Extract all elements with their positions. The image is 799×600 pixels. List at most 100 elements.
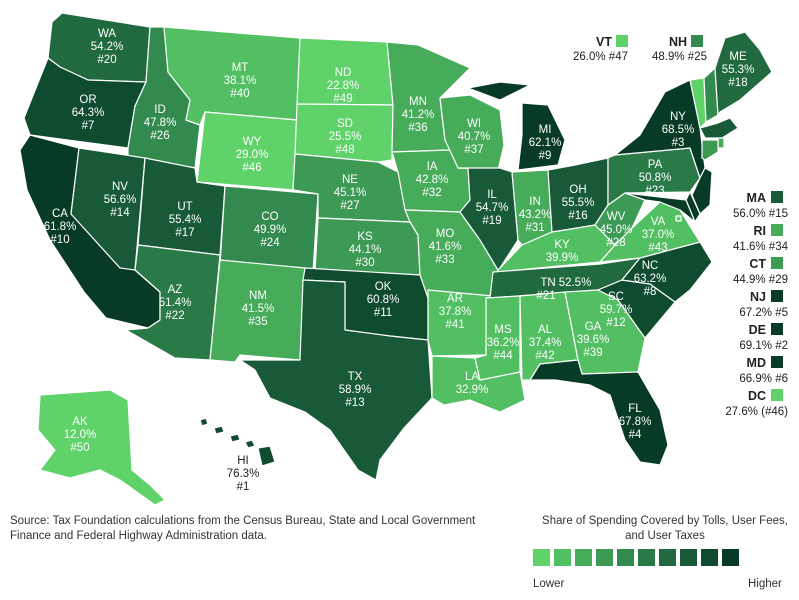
label-MO-rank: #33 <box>435 254 454 266</box>
source-note: Source: Tax Foundation calculations from… <box>10 515 476 542</box>
swatch-CT <box>771 257 783 269</box>
state-SD <box>294 103 394 163</box>
label-KS-rank: #30 <box>355 257 374 269</box>
label-GA-value: 39.6% <box>577 334 610 346</box>
state-DC <box>675 215 682 222</box>
label-IA-abbr: IA <box>427 161 438 173</box>
label-NH-abbr: NH <box>669 35 687 49</box>
label-UT-value: 55.4% <box>169 214 202 226</box>
label-OR-abbr: OR <box>79 94 96 106</box>
swatch-VT <box>616 35 628 47</box>
label-RI-abbr: RI <box>754 224 767 238</box>
label-WV-rank: #28 <box>606 237 625 249</box>
label-FL-value: 67.8% <box>619 416 652 428</box>
label-NM-value: 41.5% <box>242 303 275 315</box>
label-NC-rank: #8 <box>644 286 657 298</box>
label-AZ-rank: #22 <box>165 310 184 322</box>
label-WV-value: 45.0% <box>600 224 633 236</box>
label-MT-rank: #40 <box>230 88 249 100</box>
label-ID-rank: #26 <box>150 130 169 142</box>
label-WV-abbr: WV <box>607 211 626 223</box>
label-TN-rank: #21 <box>536 290 555 302</box>
label-NV-abbr: NV <box>112 181 128 193</box>
label-MO-abbr: MO <box>436 228 455 240</box>
state-NV <box>70 147 146 271</box>
label-OK-value: 60.8% <box>367 294 400 306</box>
label-GA-rank: #39 <box>583 347 602 359</box>
label-IL-abbr: IL <box>487 189 497 201</box>
label-MS-value: 36.2% <box>487 337 520 349</box>
label-MT-abbr: MT <box>232 62 249 74</box>
label-HI-abbr: HI <box>237 455 249 467</box>
legend-swatch-1 <box>533 549 550 566</box>
label-HI-value: 76.3% <box>227 468 260 480</box>
label-NY-rank: #3 <box>672 137 685 149</box>
label-SD-value: 25.5% <box>329 131 362 143</box>
state-AK <box>37 389 166 506</box>
state-CT <box>701 139 719 161</box>
legend-swatch-7 <box>659 549 676 566</box>
state-HI <box>199 417 276 467</box>
label-LA-value: 32.9% <box>456 384 489 396</box>
label-VA-value: 37.0% <box>642 229 675 241</box>
label-NV-rank: #14 <box>110 207 130 219</box>
swatch-MD <box>771 356 783 368</box>
label-ME-value: 55.3% <box>722 64 755 76</box>
label-MI-abbr: MI <box>539 124 552 136</box>
label-IN-abbr: IN <box>529 196 541 208</box>
label-KS-value: 44.1% <box>349 244 382 256</box>
label-ND-abbr: ND <box>335 67 352 79</box>
swatch-DC <box>771 389 783 401</box>
label-TN-value: 52.5% <box>559 277 592 289</box>
label-VA-abbr: VA <box>651 216 666 228</box>
label-SD-rank: #48 <box>335 144 354 156</box>
label-PA-rank: #23 <box>645 185 664 197</box>
label-DC-value: 27.6% (#46) <box>725 406 788 418</box>
swatch-NJ <box>771 290 783 302</box>
label-TN-abbr: TN <box>540 277 555 289</box>
swatch-NH <box>691 35 703 47</box>
state-MI <box>467 81 566 171</box>
label-NE-abbr: NE <box>342 174 358 186</box>
label-SD-abbr: SD <box>337 118 353 130</box>
label-OK-abbr: OK <box>375 281 392 293</box>
label-NY-value: 68.5% <box>662 124 695 136</box>
label-NJ-value: 67.2% #5 <box>739 307 788 319</box>
label-AR-abbr: AR <box>447 293 463 305</box>
legend-swatch-6 <box>638 549 655 566</box>
label-ID-value: 47.8% <box>144 117 177 129</box>
label-AK-abbr: AK <box>72 416 88 428</box>
label-AZ-abbr: AZ <box>168 284 183 296</box>
label-ND-value: 22.8% <box>327 80 360 92</box>
state-MA <box>699 117 739 139</box>
label-AR-value: 37.8% <box>439 306 472 318</box>
label-MN-abbr: MN <box>409 96 427 108</box>
swatch-MA <box>771 191 783 203</box>
label-UT-rank: #17 <box>175 227 194 239</box>
label-AR-rank: #41 <box>445 319 464 331</box>
label-VT-abbr: VT <box>596 35 612 49</box>
label-NC-value: 63.2% <box>634 273 667 285</box>
label-HI-rank: #1 <box>237 481 250 493</box>
label-VA-rank: #43 <box>648 242 667 254</box>
label-VT-value: 26.0% #47 <box>573 51 628 63</box>
legend-swatch-4 <box>596 549 613 566</box>
legend-title: Share of Spending Covered by Tolls, User… <box>542 515 788 542</box>
